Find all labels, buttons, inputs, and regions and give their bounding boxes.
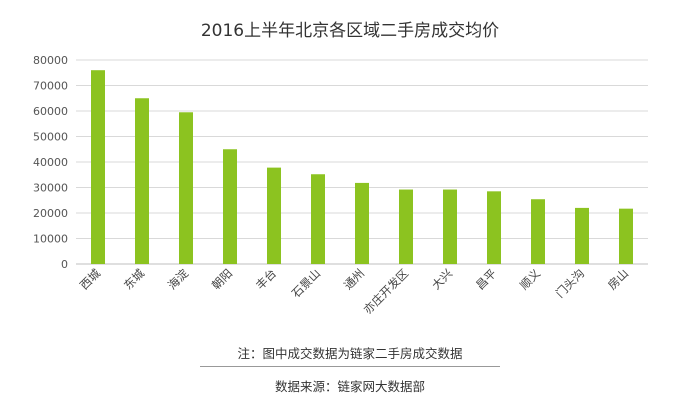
y-axis-tick-labels: 0 10000 20000 30000 40000 50000 60000 70000 8000… [33, 54, 68, 271]
x-tick-label: 石景山 [289, 266, 323, 300]
x-tick-label: 房山 [605, 266, 631, 292]
bar [487, 191, 501, 264]
x-tick-label: 东城 [121, 266, 148, 293]
bar [91, 70, 105, 264]
y-tick-label: 30000 [33, 182, 68, 195]
x-tick-label: 亦庄开发区 [361, 266, 412, 317]
y-tick-label: 10000 [33, 233, 68, 246]
bar [443, 189, 457, 264]
footer-divider [200, 366, 500, 367]
x-tick-label: 通州 [341, 266, 367, 292]
y-tick-label: 70000 [33, 80, 68, 93]
y-tick-label: 80000 [33, 54, 68, 67]
bar [355, 182, 369, 264]
data-source: 数据来源：链家网大数据部 [274, 379, 425, 394]
bar [223, 149, 237, 264]
y-tick-label: 40000 [33, 156, 68, 169]
bar [311, 174, 325, 264]
bar [267, 167, 281, 264]
bars [91, 70, 633, 265]
y-tick-label: 50000 [33, 131, 68, 144]
x-tick-label: 顺义 [517, 266, 544, 293]
y-tick-label: 0 [61, 258, 68, 271]
bar [135, 98, 149, 264]
x-tick-label: 西城 [77, 266, 104, 293]
bar [619, 208, 633, 264]
bar [399, 189, 413, 264]
x-tick-label: 昌平 [473, 266, 499, 292]
bar [575, 207, 589, 264]
x-tick-label: 朝阳 [209, 266, 235, 292]
y-tick-label: 20000 [33, 207, 68, 220]
y-tick-label: 60000 [33, 105, 68, 118]
x-tick-label: 大兴 [429, 266, 455, 292]
bar-chart: 0 10000 20000 30000 40000 50000 60000 70000 8000… [33, 54, 648, 317]
bar [531, 199, 545, 264]
x-tick-label: 海淀 [165, 266, 192, 293]
x-tick-label: 丰台 [253, 266, 279, 292]
data-note: 注：图中成交数据为链家二手房成交数据 [237, 346, 463, 361]
x-tick-label: 门头沟 [553, 266, 587, 300]
bar [179, 112, 193, 265]
chart-title: 2016上半年北京各区域二手房成交均价 [200, 21, 500, 41]
